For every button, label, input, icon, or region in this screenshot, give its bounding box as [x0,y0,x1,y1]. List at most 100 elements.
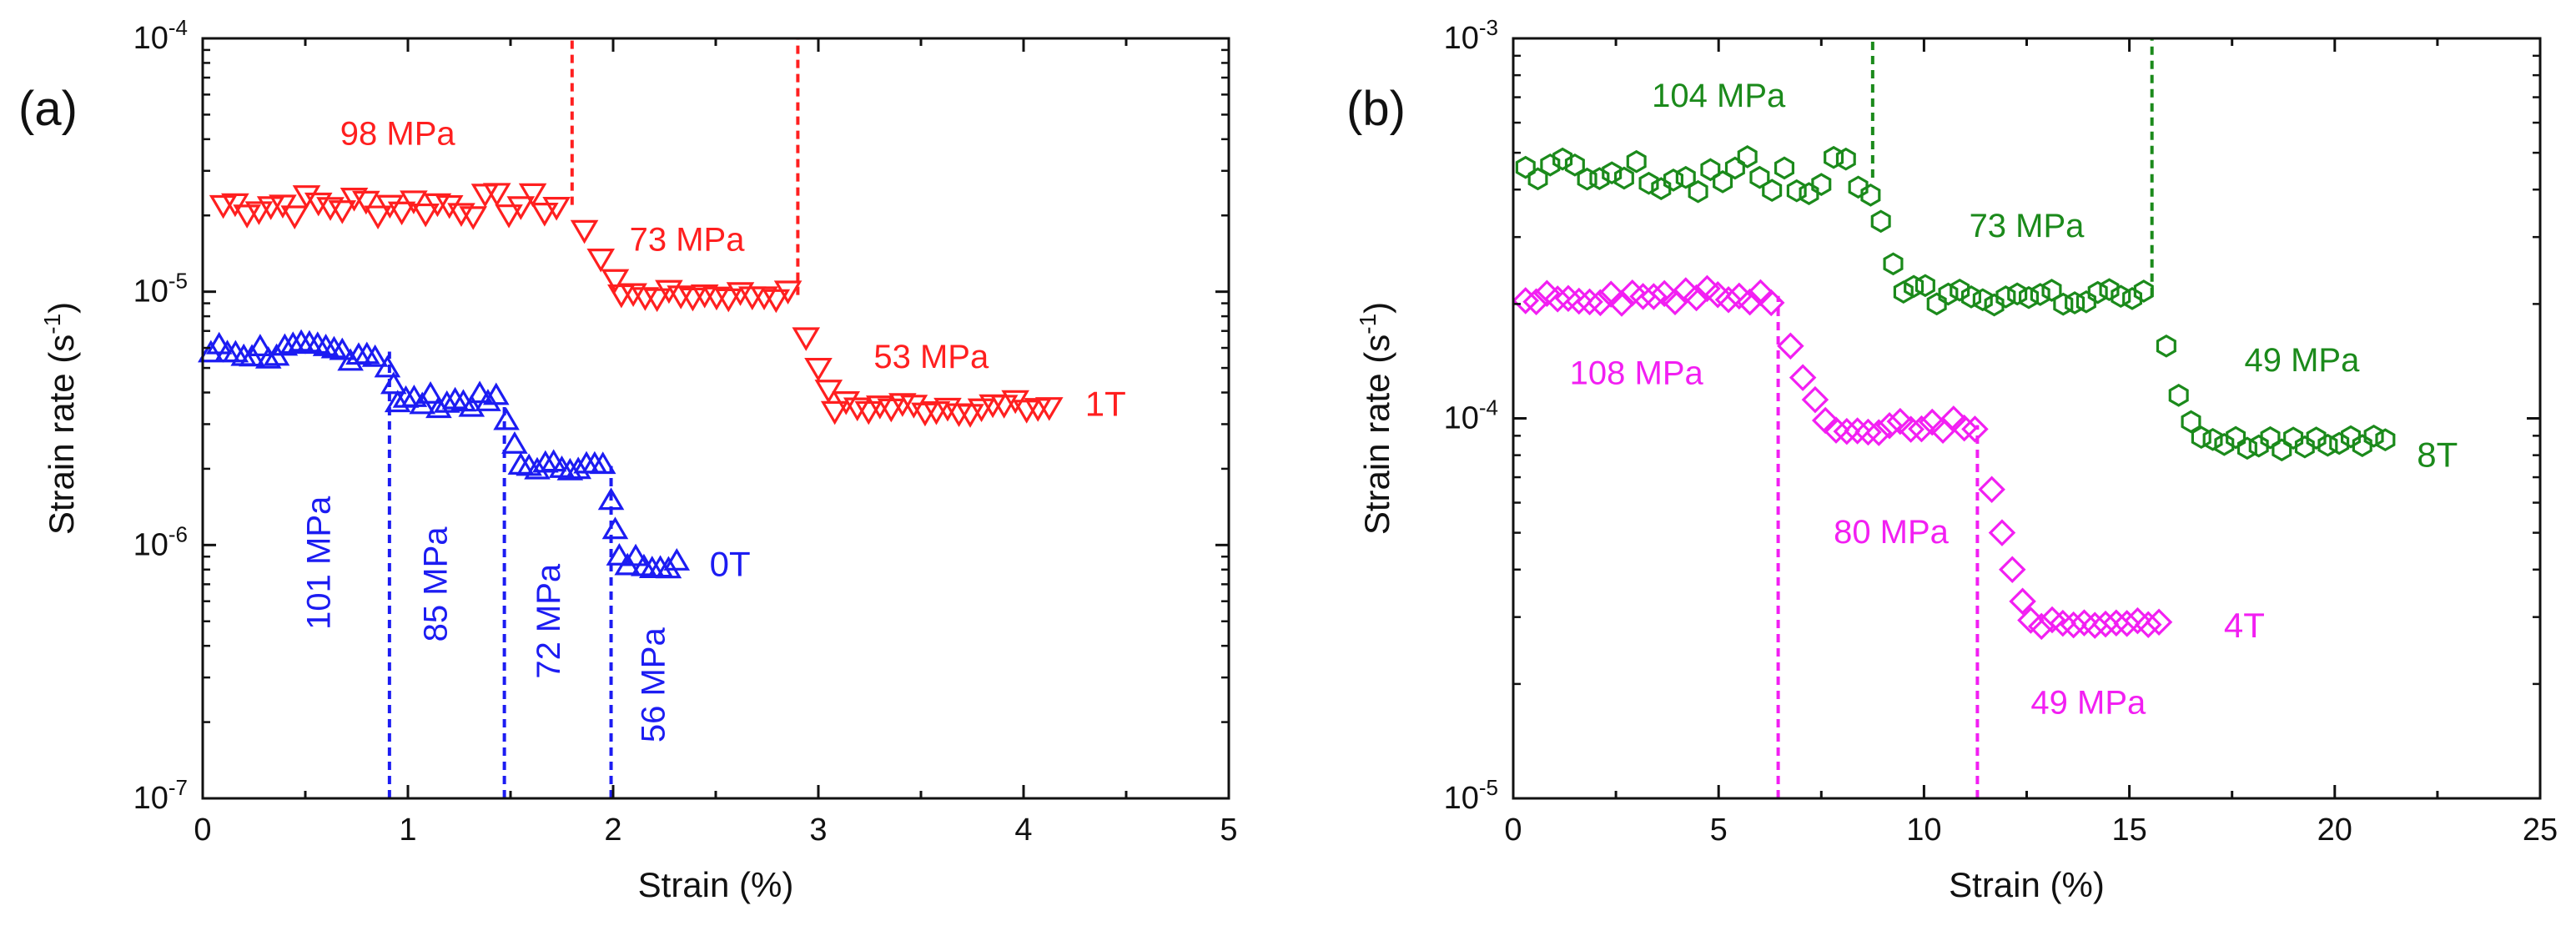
data-point [663,548,691,571]
data-point [2294,435,2315,459]
data-point [1626,149,1647,174]
data-point [482,382,510,405]
data-point [820,400,849,425]
x-tick-label: 0 [1504,813,1522,848]
data-point [316,197,345,221]
series-1T [209,183,1064,428]
data-point [1757,289,1785,317]
data-point [2181,410,2201,434]
data-point [375,194,405,219]
y-tick-base: 10 [1444,781,1479,816]
series-8T [1515,145,2396,462]
y-axis-label: Strain rate (s-1) [1355,302,1396,535]
data-point [1988,519,2016,546]
data-point [1897,415,1924,443]
data-point [2102,609,2131,637]
y-tick-base: 10 [133,274,169,309]
data-point [364,205,392,229]
data-point [2341,425,2361,449]
data-point [1870,209,1891,234]
x-tick-label: 2 [604,813,621,848]
y-tick-label: 10-4 [1444,395,1498,436]
data-point [589,451,616,475]
data-point [1914,274,1935,298]
data-point [773,280,802,304]
data-point [458,394,486,417]
data-point [1835,147,1856,171]
y-tick-exponent: -3 [1479,15,1498,40]
data-point [1961,415,1989,443]
data-point [2041,279,2062,302]
data-point [655,279,683,304]
data-point [384,390,411,413]
series-label: 4T [2224,606,2265,645]
data-point [352,190,380,215]
data-point [1762,179,1783,203]
data-point [1950,278,1970,302]
data-point [804,357,833,382]
y-axis-label-superscript: -1 [39,314,65,335]
data-point [247,334,274,356]
y-tick-exponent: -6 [169,521,188,546]
data-point [1540,153,1561,177]
x-axis-label: Strain (%) [1949,865,2105,904]
data-point [1777,332,1804,360]
data-point [1034,397,1064,421]
data-point [482,183,511,207]
stress-annotation: 49 MPa [2244,342,2360,379]
x-tick-label: 20 [2317,813,2352,848]
data-point [1972,288,1993,312]
data-point [374,355,401,378]
data-point [2122,287,2142,310]
data-point [337,348,364,371]
data-point [2226,425,2246,450]
y-tick-label: 10-5 [133,269,188,309]
data-point [832,391,861,415]
data-point [726,282,755,306]
data-point [1650,279,1678,308]
data-point [1801,385,1829,414]
data-point [2049,609,2077,637]
data-point [221,193,249,218]
data-point [1724,156,1745,180]
data-point [2007,282,2028,306]
stress-annotation: 53 MPa [873,339,989,375]
panel-b: (b) 8T 4T 104 MPa 73 MPa 49 MPa 108 MPa 80 MPa 4… [1346,15,2558,904]
data-point [1587,289,1614,317]
data-point [1576,288,1603,316]
data-point [1799,182,1819,205]
y-tick-base: 10 [1444,21,1479,56]
data-point [1564,153,1585,177]
y-tick-label: 10-3 [1444,15,1498,56]
data-point [380,371,407,395]
data-point [2070,609,2098,637]
y-tick-exponent: -4 [1479,395,1498,420]
data-point [1737,145,1758,169]
data-point [2030,283,2050,306]
data-point [1999,556,2026,584]
data-point [2080,611,2109,639]
data-point [606,542,633,566]
stress-annotation: 49 MPa [2030,685,2146,722]
y-axis-label-text: Strain rate (s [42,335,81,535]
data-point [1749,165,1770,189]
data-point [1875,411,1904,440]
plot-frame [201,37,1230,800]
data-point [1589,167,1610,190]
data-point [1688,179,1708,204]
data-point [601,269,630,294]
data-point [400,190,428,214]
data-point [329,337,356,360]
data-point [493,407,520,430]
y-axis-label: Strain rate (s-1) [39,302,81,535]
data-point [642,288,672,313]
data-point [2133,279,2154,303]
data-point [1908,415,1935,443]
data-point [1786,179,1807,203]
data-point [1629,283,1657,310]
x-tick-label: 5 [1710,813,1728,848]
data-point [2027,612,2055,641]
data-point [1860,184,1881,207]
stress-annotation: 101 MPa [301,496,338,630]
